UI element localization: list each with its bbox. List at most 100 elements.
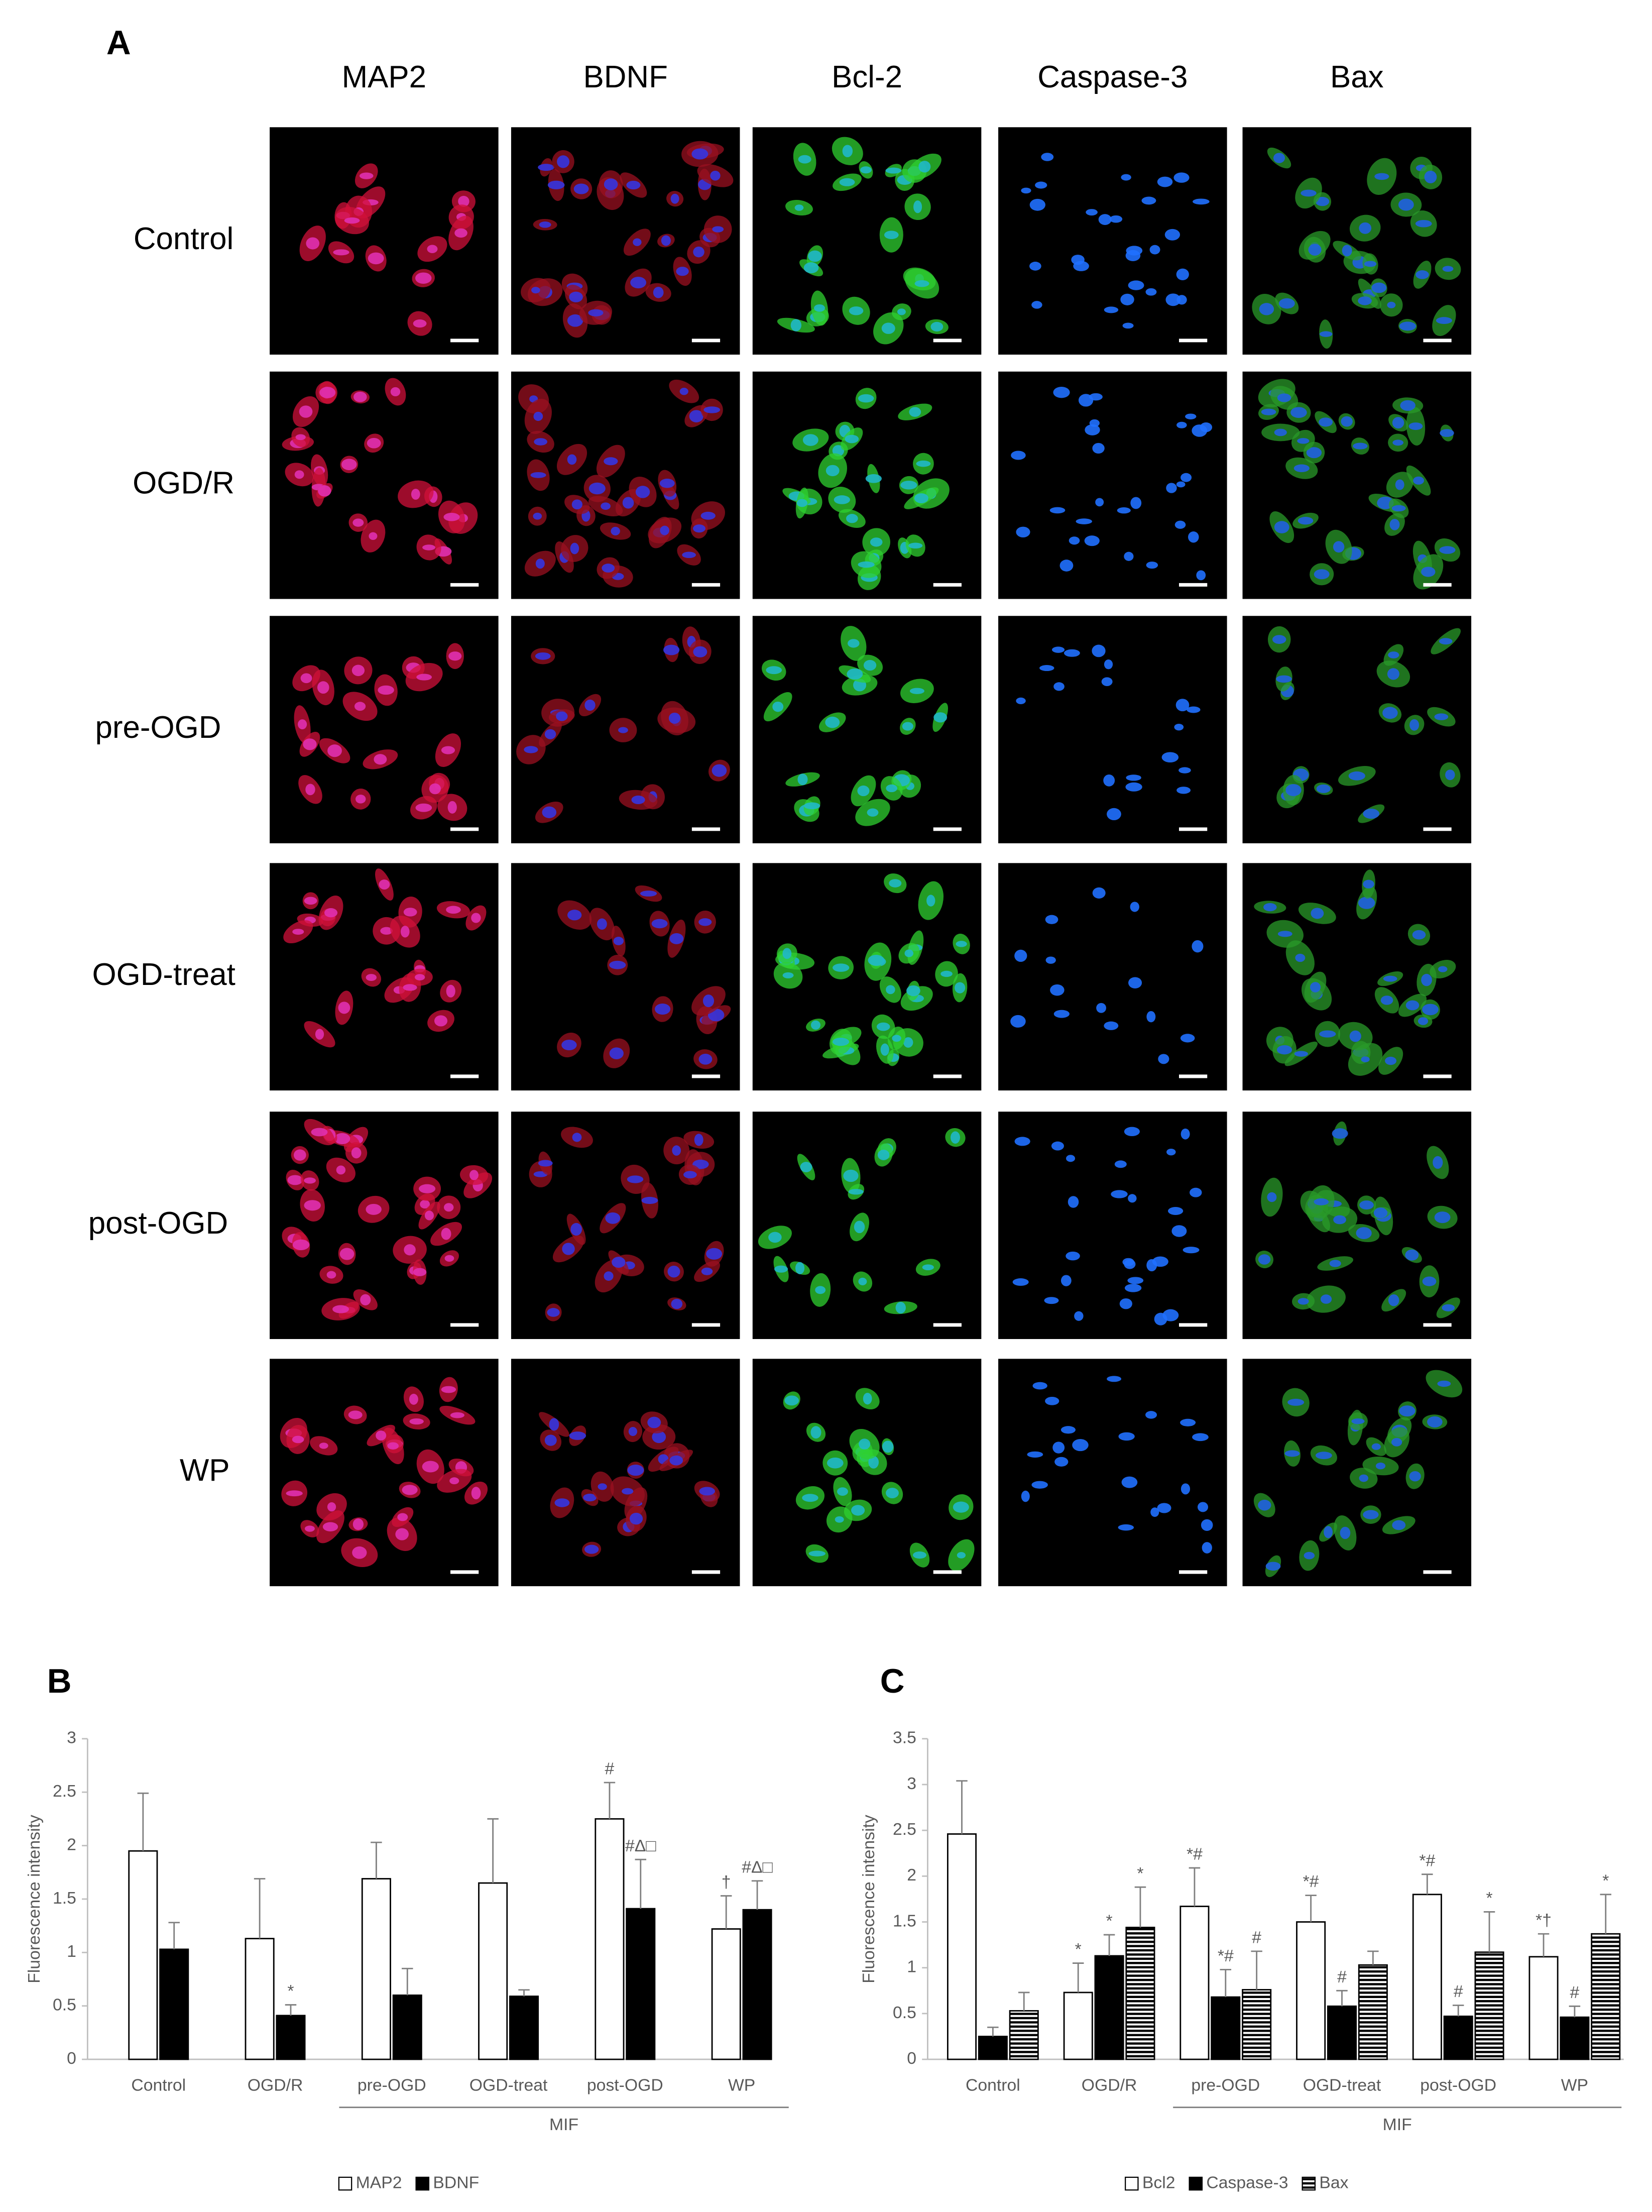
cell-nucleus (1415, 270, 1429, 279)
cell-nucleus (1388, 1294, 1399, 1306)
cell-nucleus (1118, 1524, 1134, 1531)
cell-nucleus (881, 322, 895, 334)
cell-nucleus (1051, 1141, 1064, 1151)
cell-nucleus (710, 170, 721, 181)
cell-nucleus (390, 387, 401, 397)
cell-nucleus (1389, 519, 1400, 530)
cell-nucleus (1201, 1519, 1213, 1531)
cell-nucleus (797, 773, 808, 786)
cell-nucleus (1297, 516, 1314, 525)
cell-nucleus (955, 982, 966, 993)
cell-nucleus (951, 1131, 960, 1144)
cell-nucleus (930, 321, 943, 331)
cell-nucleus (444, 1255, 454, 1262)
cell-nucleus (1342, 245, 1352, 257)
row-label: pre-OGD (95, 710, 221, 745)
y-tick-label: 3.5 (893, 1728, 916, 1747)
cell-nucleus (1181, 473, 1192, 482)
cell-nucleus (1263, 903, 1277, 912)
significance-mark: # (1570, 1983, 1580, 2002)
cell-nucleus (1049, 507, 1066, 514)
cell-nucleus (1089, 393, 1103, 401)
micrograph-background (270, 1112, 499, 1339)
cell-nucleus (1371, 282, 1387, 293)
cell-nucleus (1074, 1311, 1084, 1321)
cell-nucleus (333, 249, 349, 256)
cell-nucleus (332, 1305, 349, 1313)
cell-nucleus (471, 1487, 481, 1500)
cell-nucleus (1181, 1483, 1191, 1495)
cell-nucleus (584, 699, 596, 711)
cell-nucleus (352, 518, 364, 527)
cell-nucleus (588, 309, 604, 316)
cell-nucleus (1060, 1275, 1072, 1286)
micrograph-background (998, 1359, 1227, 1587)
cell-nucleus (304, 897, 317, 905)
cell-nucleus (1261, 408, 1276, 415)
cell-nucleus (1427, 1416, 1443, 1428)
cell-nucleus (676, 267, 689, 276)
cell-nucleus (415, 803, 432, 812)
cell-nucleus (1409, 719, 1420, 731)
row-label: post-OGD (88, 1206, 228, 1241)
cell-nucleus (1141, 196, 1156, 205)
cell-nucleus (867, 808, 879, 817)
row-label: OGD-treat (92, 957, 235, 992)
cell-nucleus (561, 1039, 577, 1051)
cell-nucleus (1277, 393, 1291, 402)
cell-nucleus (567, 454, 577, 465)
bar (1242, 1989, 1272, 2060)
y-tick-label: 0.5 (893, 2003, 916, 2022)
micrograph-background (998, 863, 1227, 1091)
cell-nucleus (854, 1221, 865, 1234)
cell-nucleus (1421, 973, 1432, 986)
cell-nucleus (1107, 1376, 1122, 1382)
cell-nucleus (1395, 479, 1404, 490)
cell-nucleus (913, 200, 922, 213)
y-axis-label: Fluorescence intensity (25, 1815, 44, 1983)
cell-nucleus (352, 1518, 364, 1530)
cell-nucleus (1319, 331, 1333, 337)
cell-nucleus (1290, 407, 1307, 418)
bar (1474, 1951, 1504, 2060)
cell-nucleus (702, 994, 715, 1008)
cell-nucleus (414, 974, 425, 981)
cell-nucleus (542, 806, 557, 818)
x-tick-label: Control (131, 2075, 186, 2094)
cell-nucleus (618, 727, 628, 733)
cell-nucleus (839, 178, 855, 186)
cell-nucleus (1146, 1259, 1157, 1272)
cell-nucleus (353, 391, 367, 402)
cell-nucleus (292, 929, 304, 935)
significance-mark: *# (1303, 1872, 1319, 1891)
cell-nucleus (1320, 1294, 1332, 1304)
cell-nucleus (1442, 266, 1454, 272)
cell-nucleus (1111, 1190, 1128, 1198)
cell-nucleus (626, 180, 641, 190)
cell-nucleus (359, 172, 374, 179)
row-label: Control (134, 222, 233, 256)
micrograph (270, 371, 499, 599)
cell-nucleus (1145, 288, 1157, 296)
micrograph (1242, 863, 1472, 1091)
cell-nucleus (641, 1196, 658, 1204)
cell-nucleus (367, 437, 381, 449)
cell-nucleus (409, 1393, 418, 1405)
column-label: MAP2 (342, 60, 426, 94)
cell-nucleus (886, 1488, 899, 1498)
cell-nucleus (859, 1439, 871, 1450)
cell-nucleus (679, 388, 688, 395)
cell-nucleus (1192, 1433, 1209, 1442)
cell-nucleus (659, 479, 675, 488)
x-tick-label: OGD/R (1082, 2075, 1137, 2094)
group-label: MIF (1383, 2115, 1412, 2134)
cell-nucleus (1348, 771, 1365, 781)
cell-nucleus (631, 795, 645, 804)
cell-nucleus (1399, 1405, 1415, 1417)
cell-nucleus (1124, 551, 1134, 561)
cell-nucleus (613, 937, 624, 945)
bar (1591, 1933, 1621, 2060)
group-label: MIF (549, 2115, 578, 2134)
cell-nucleus (1409, 1471, 1421, 1482)
x-tick-label: pre-OGD (1191, 2075, 1260, 2094)
